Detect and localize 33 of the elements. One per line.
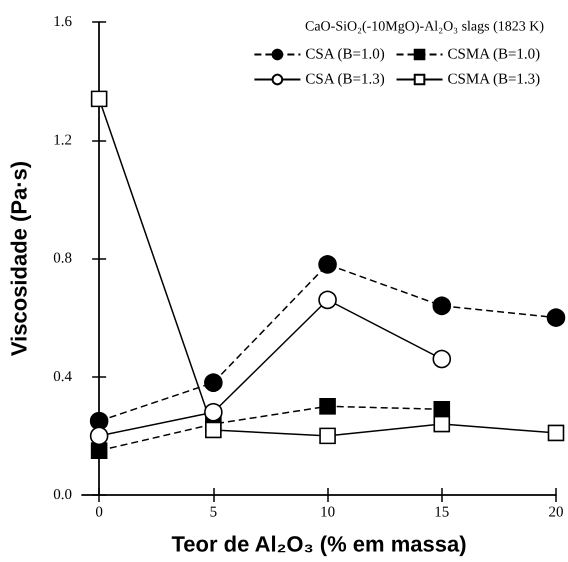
- y-axis-title: Viscosidade (Pa·s): [6, 160, 32, 356]
- legend-label: CSA (B=1.3): [305, 72, 385, 88]
- point: [205, 422, 222, 438]
- point: [90, 442, 108, 459]
- point: [432, 350, 452, 368]
- x-tick-label: 0: [95, 504, 103, 520]
- legend-title: CaO-SiO₂(-10MgO)-Al₂O₃ slags (1823 K): [304, 20, 544, 34]
- x-tick-label: 20: [548, 504, 564, 520]
- x-axis-title: Teor de Al₂O₃ (% em massa): [171, 532, 467, 556]
- point: [204, 373, 223, 392]
- point: [548, 424, 564, 442]
- point: [318, 255, 337, 274]
- point: [90, 412, 108, 430]
- y-tick-label: 1.2: [53, 132, 72, 148]
- point: [319, 428, 336, 444]
- point: [432, 296, 452, 316]
- legend-label: CSA (B=1.0): [305, 46, 385, 62]
- y-tick-label: 0.8: [53, 250, 72, 266]
- x-tick-label: 15: [434, 504, 450, 520]
- legend-label: CSMA (B=1.0): [448, 46, 540, 62]
- y-tick-label: 0.4: [53, 368, 72, 385]
- x-tick-label: 10: [320, 504, 336, 520]
- point: [433, 416, 450, 432]
- y-tick-label: 1.6: [53, 14, 72, 30]
- point: [318, 290, 337, 310]
- point: [319, 398, 336, 415]
- point: [90, 90, 108, 108]
- point: [546, 308, 566, 327]
- point: [204, 402, 223, 422]
- y-tick-label: 0.0: [53, 487, 72, 503]
- legend-label: CSMA (B=1.3): [448, 72, 540, 88]
- point: [90, 426, 108, 446]
- x-tick-label: 5: [210, 504, 218, 520]
